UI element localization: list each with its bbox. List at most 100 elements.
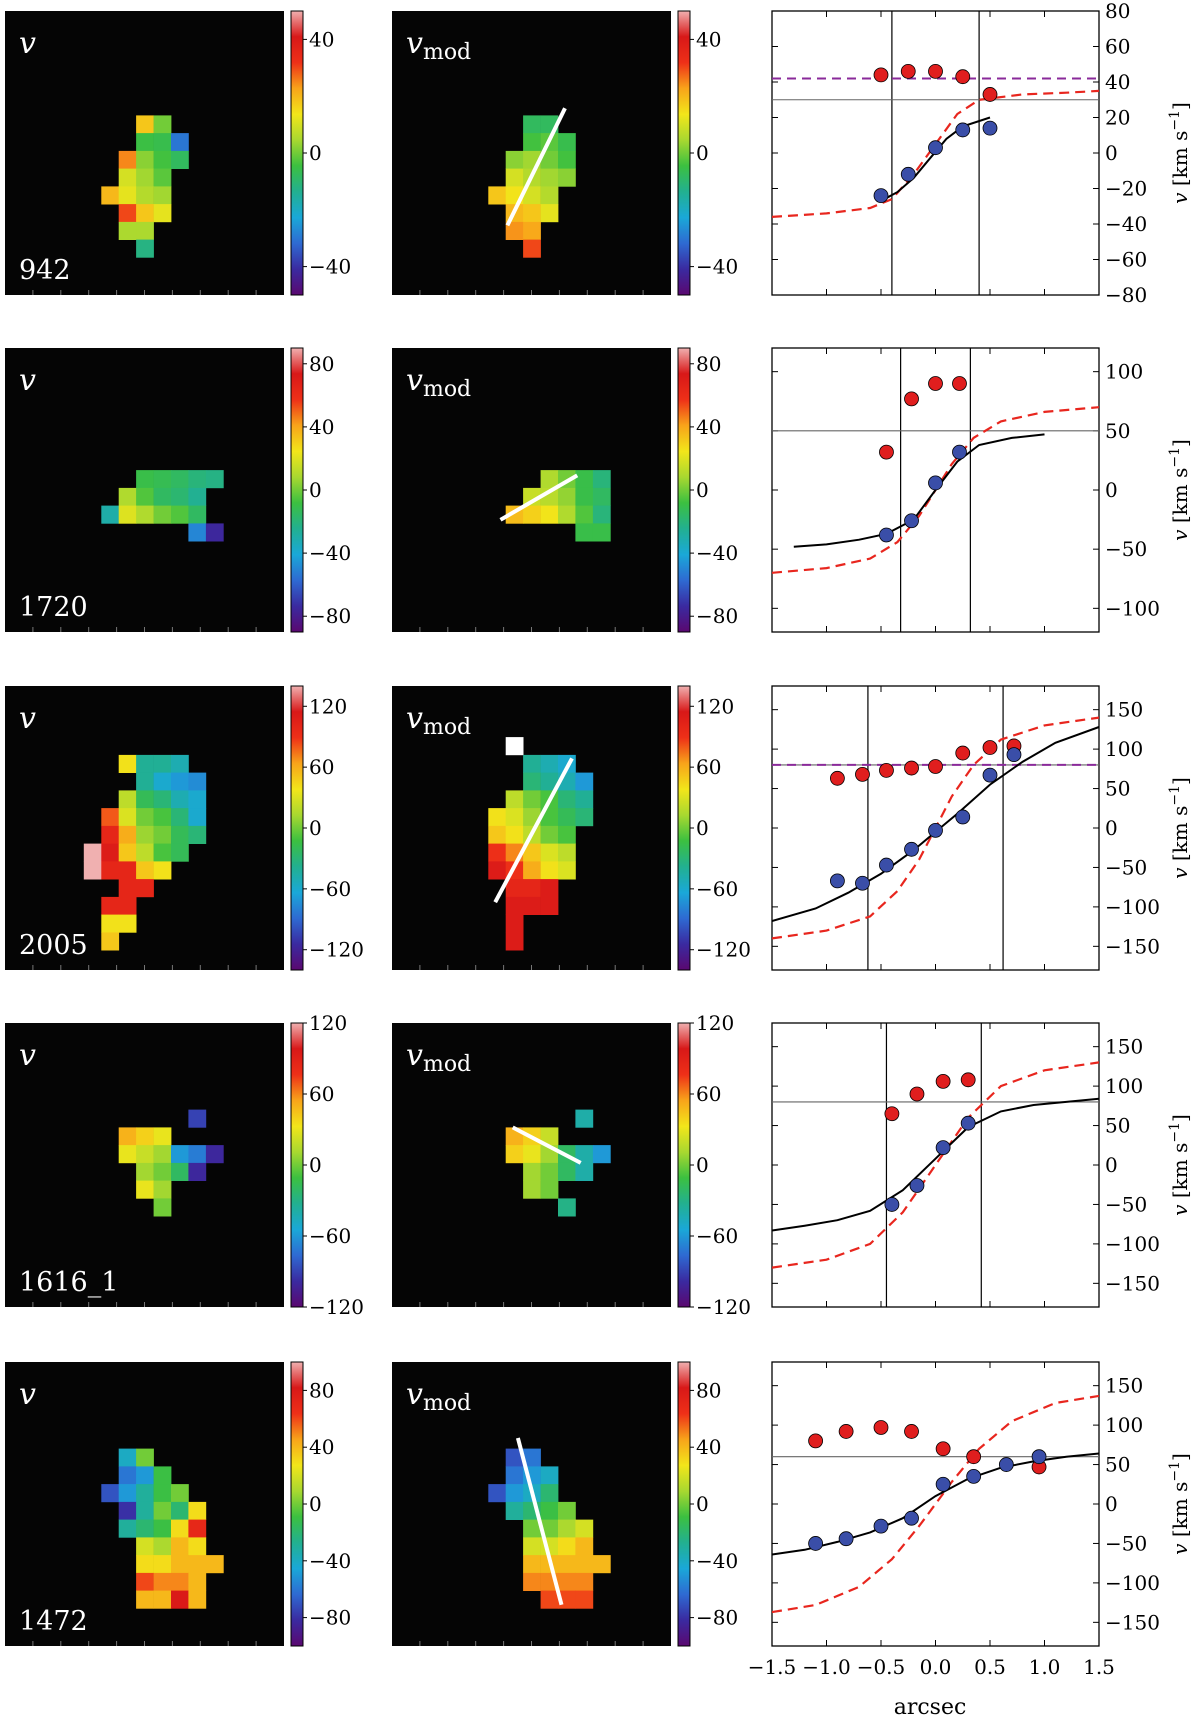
map-pixel [188,470,207,489]
colorbar-tick-label: 0 [309,1153,322,1177]
row-942: v 942 40 0 −40 v mod 40 0 −40 80 60 40 20 0 −20 −40 −60 −8… [5,0,1192,307]
slit-line [505,107,567,227]
colorbar-tick-label: 120 [696,1011,734,1035]
rc-ytick-label: 80 [1105,0,1130,23]
map-pixel [575,487,594,506]
colorbar-tick-label: 40 [309,1435,334,1459]
rc-y-axis-label-exp: −1 [1167,447,1183,468]
map-label-sub: mod [423,377,471,402]
map-pixel [136,1448,154,1467]
velocity-point [982,120,998,136]
map-pixel [171,1162,189,1181]
map-pixel [136,1127,154,1146]
map-pixel [558,1555,576,1574]
map-pixel [171,790,189,809]
rc-xtick-label: 0.0 [920,1655,952,1679]
map-pixel [171,505,189,524]
map-pixel [153,204,172,223]
map-pixel [136,1555,154,1574]
map-pixel [153,843,172,862]
colorbar [677,347,691,633]
map-pixel [171,1484,189,1503]
map-pixel [575,1590,594,1609]
map-pixel [153,808,172,827]
rc-y-axis-label: v [km s−1] [1167,1114,1192,1216]
map-pixel [83,861,102,880]
colorbar-tick-label: 0 [309,141,322,165]
map-pixel [540,1519,559,1538]
rc-ytick-label: 100 [1105,737,1143,761]
rc-xtick-label: 1.0 [1029,1655,1061,1679]
galaxy-id: 1720 [19,592,88,623]
map-pixel [171,1145,189,1164]
map-pixel [205,1555,224,1574]
rc-y-axis-label-main: v [1168,1537,1192,1555]
rc-ytick-label: −20 [1105,177,1147,201]
dispersion-point [855,766,870,782]
map-pixel [558,505,576,524]
colorbar [677,1361,691,1647]
map-pixel [118,505,137,524]
velocity-point [960,1115,976,1131]
colorbar-tick-label: 0 [309,478,322,502]
rc-y-axis-label-exp: −1 [1167,110,1183,131]
map-pixel [136,1145,154,1164]
rc-ytick-label: −150 [1105,934,1160,958]
dispersion-point [873,1420,889,1435]
map-pixel [118,221,137,240]
map-pixel [592,505,611,524]
map-pixel [558,487,576,506]
map-pixel [523,896,541,915]
map-pixel [523,221,541,240]
colorbar-tick-label: 40 [696,27,721,51]
rc-frame [771,1022,1100,1308]
map-pixel [558,861,576,880]
rc-ytick-label: −100 [1105,596,1160,620]
dispersion-point [952,376,967,391]
map-pixel [101,825,120,844]
velocity-point [909,1178,925,1193]
velocity-point [879,527,894,543]
colorbar-tick-label: −40 [309,1549,351,1573]
slit-line [511,1125,582,1165]
rc-ytick-label: −60 [1105,248,1147,272]
map-pixel [171,843,189,862]
map-pixel [188,1572,207,1591]
map-pixel [523,843,541,862]
rc-ytick-label: 0 [1105,478,1118,502]
colorbar [677,1022,691,1308]
map-pixel [136,808,154,827]
map-pixel [136,487,154,506]
dispersion-point [879,763,894,778]
rc-ytick-label: 100 [1105,1413,1143,1437]
map-pixel [136,843,154,862]
rc-plot-area [772,1394,1099,1614]
colorbar-tick-label: −60 [309,877,351,901]
map-pixel [188,1590,207,1609]
rc-ytick-label: 100 [1105,360,1143,384]
map-pixel [575,523,594,542]
map-pixel [171,1501,189,1520]
model-curve [772,1097,1099,1232]
map-pixel [505,1501,524,1520]
map-pixel [136,150,154,169]
rc-ytick-label: 50 [1105,1453,1130,1477]
velocity-point [982,767,998,783]
map-pixel [488,808,507,827]
velocity-point [873,1518,889,1534]
rc-y-axis-label-exp: −1 [1167,1122,1183,1143]
rc-y-axis-label-unit: [km s [1168,468,1192,524]
row-1472: v 1472 80 40 0 −40 −80 v mod 80 40 0 −40 −80 150 100 50 0… [5,1361,1192,1679]
colorbar-tick-label: 60 [696,755,721,779]
colorbar-tick-label: 0 [696,1492,709,1516]
slit-line [499,473,579,522]
rc-ytick-label: 150 [1105,698,1143,722]
map-pixel [488,825,507,844]
map-pixel [136,133,154,152]
velocity-point [955,809,971,825]
map-pixel [558,825,576,844]
rc-ytick-label: −50 [1105,1192,1147,1216]
map-pixel [540,1501,559,1520]
map-pixel [505,150,524,169]
